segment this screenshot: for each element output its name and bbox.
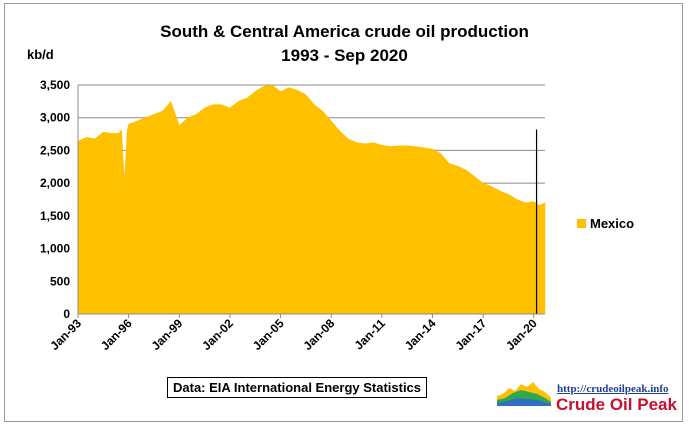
chart-title: South & Central America crude oil produc…: [160, 22, 529, 41]
legend: Mexico: [577, 216, 634, 231]
x-tick-labels: Jan-93 Jan-96 Jan-99 Jan-02 Jan-05 Jan-08 Jan-…: [47, 314, 540, 353]
crude-oil-peak-logo-icon: [497, 382, 551, 406]
x-tick-label: Jan-93: [47, 316, 84, 353]
series-area-mexico: [77, 84, 546, 315]
y-axis-label: kb/d: [27, 47, 54, 62]
brand-name: Crude Oil Peak: [556, 395, 677, 414]
legend-swatch-mexico: [577, 219, 586, 228]
source-note: Data: EIA International Energy Statistic…: [167, 377, 428, 398]
chart-subtitle: 1993 - Sep 2020: [281, 46, 408, 65]
x-tick-label: Jan-14: [402, 316, 439, 353]
x-tick-label: Jan-11: [352, 316, 389, 353]
y-tick-label: 2,500: [40, 143, 70, 157]
x-tick-label: Jan-96: [98, 316, 135, 353]
x-tick-label: Jan-17: [452, 316, 489, 353]
y-tick-label: 0: [63, 307, 70, 321]
y-tick-label: 1,000: [40, 242, 70, 256]
y-tick-label: 3,500: [40, 78, 70, 92]
y-tick-label: 3,000: [40, 111, 70, 125]
x-tick-label: Jan-08: [301, 316, 338, 353]
legend-label-mexico: Mexico: [590, 216, 635, 231]
y-tick-labels: 0 500 1,000 1,500 2,000 2,500 3,000 3,500: [40, 78, 70, 321]
series-areas: [77, 84, 546, 315]
axes: [77, 85, 545, 315]
brand-url[interactable]: http://crudeoilpeak.info: [557, 383, 669, 395]
x-tick-label: Jan-05: [250, 316, 287, 353]
y-tick-label: 500: [50, 274, 70, 288]
x-tick-label: Jan-99: [149, 316, 186, 353]
x-tick-label: Jan-02: [199, 316, 236, 353]
x-tick-label: Jan-20: [503, 316, 540, 353]
y-tick-label: 1,500: [40, 209, 70, 223]
y-tick-label: 2,000: [40, 176, 70, 190]
